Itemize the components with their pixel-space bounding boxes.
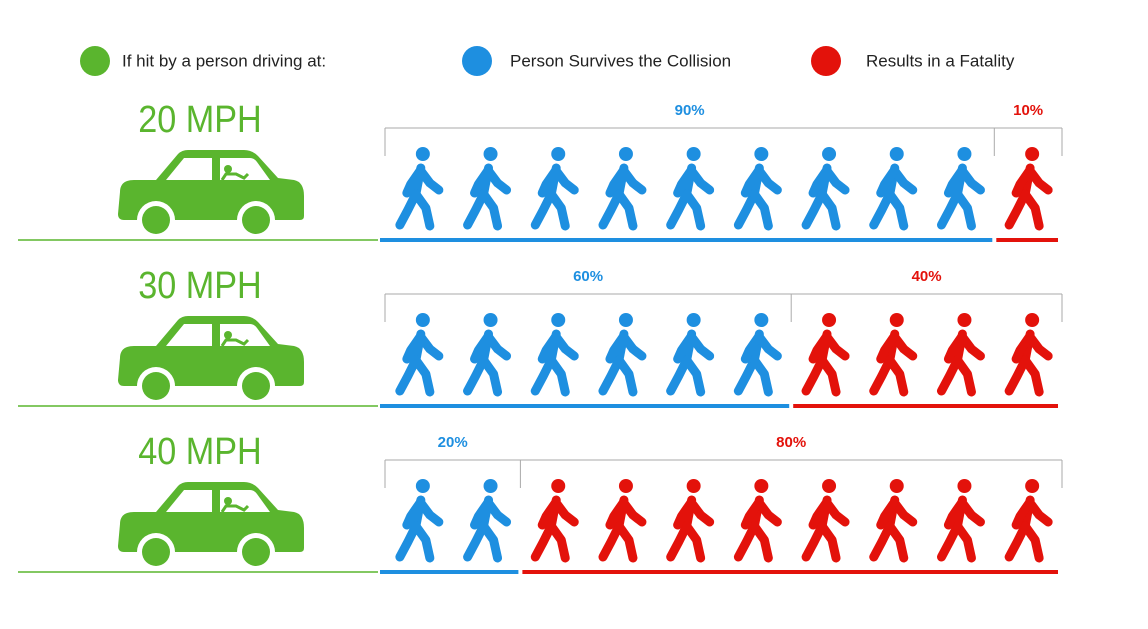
pedestrian-group xyxy=(1009,147,1048,226)
pedestrian xyxy=(941,479,980,558)
pedestrian xyxy=(671,147,710,226)
car-icon xyxy=(116,314,306,407)
pedestrian-group xyxy=(400,147,981,226)
pedestrian xyxy=(941,147,980,226)
legend-label: Person Survives the Collision xyxy=(510,51,731,70)
pedestrian xyxy=(806,479,845,558)
legend-swatch xyxy=(811,46,841,76)
pedestrian xyxy=(671,313,710,392)
pedestrian xyxy=(535,479,574,558)
pedestrian xyxy=(535,313,574,392)
legend-swatch xyxy=(462,46,492,76)
pedestrian xyxy=(806,147,845,226)
pedestrian xyxy=(874,479,913,558)
percent-label: 80% xyxy=(776,434,806,451)
percent-label: 20% xyxy=(438,434,468,451)
pedestrian xyxy=(468,147,507,226)
percent-label: 40% xyxy=(912,268,942,285)
percent-label: 10% xyxy=(1013,102,1043,119)
pedestrian-group xyxy=(400,479,507,558)
speed-label: 20 MPH xyxy=(138,97,261,140)
pedestrian xyxy=(738,147,777,226)
percent-label: 60% xyxy=(573,268,603,285)
pedestrian xyxy=(874,147,913,226)
pedestrian xyxy=(468,313,507,392)
car-icon xyxy=(116,148,306,241)
percent-label: 90% xyxy=(675,102,705,119)
pedestrian xyxy=(1009,147,1048,226)
legend-label: Results in a Fatality xyxy=(866,51,1015,70)
pedestrian xyxy=(603,479,642,558)
pedestrian xyxy=(671,479,710,558)
speed-label: 40 MPH xyxy=(138,429,261,472)
pedestrian-group xyxy=(535,479,1048,558)
pedestrian xyxy=(1009,313,1048,392)
pedestrian xyxy=(400,147,439,226)
pedestrian xyxy=(941,313,980,392)
pedestrian xyxy=(874,313,913,392)
pedestrian-group xyxy=(806,313,1048,392)
pedestrian xyxy=(806,313,845,392)
pedestrian xyxy=(738,313,777,392)
pedestrian xyxy=(603,147,642,226)
pedestrian-group xyxy=(400,313,777,392)
pedestrian xyxy=(400,479,439,558)
pedestrian xyxy=(1009,479,1048,558)
car-icon xyxy=(116,480,306,573)
legend-title: If hit by a person driving at: xyxy=(122,51,326,70)
pedestrian xyxy=(603,313,642,392)
pedestrian xyxy=(400,313,439,392)
speed-label: 30 MPH xyxy=(138,263,261,306)
pedestrian xyxy=(738,479,777,558)
pedestrian xyxy=(468,479,507,558)
legend-swatch xyxy=(80,46,110,76)
pedestrian xyxy=(535,147,574,226)
